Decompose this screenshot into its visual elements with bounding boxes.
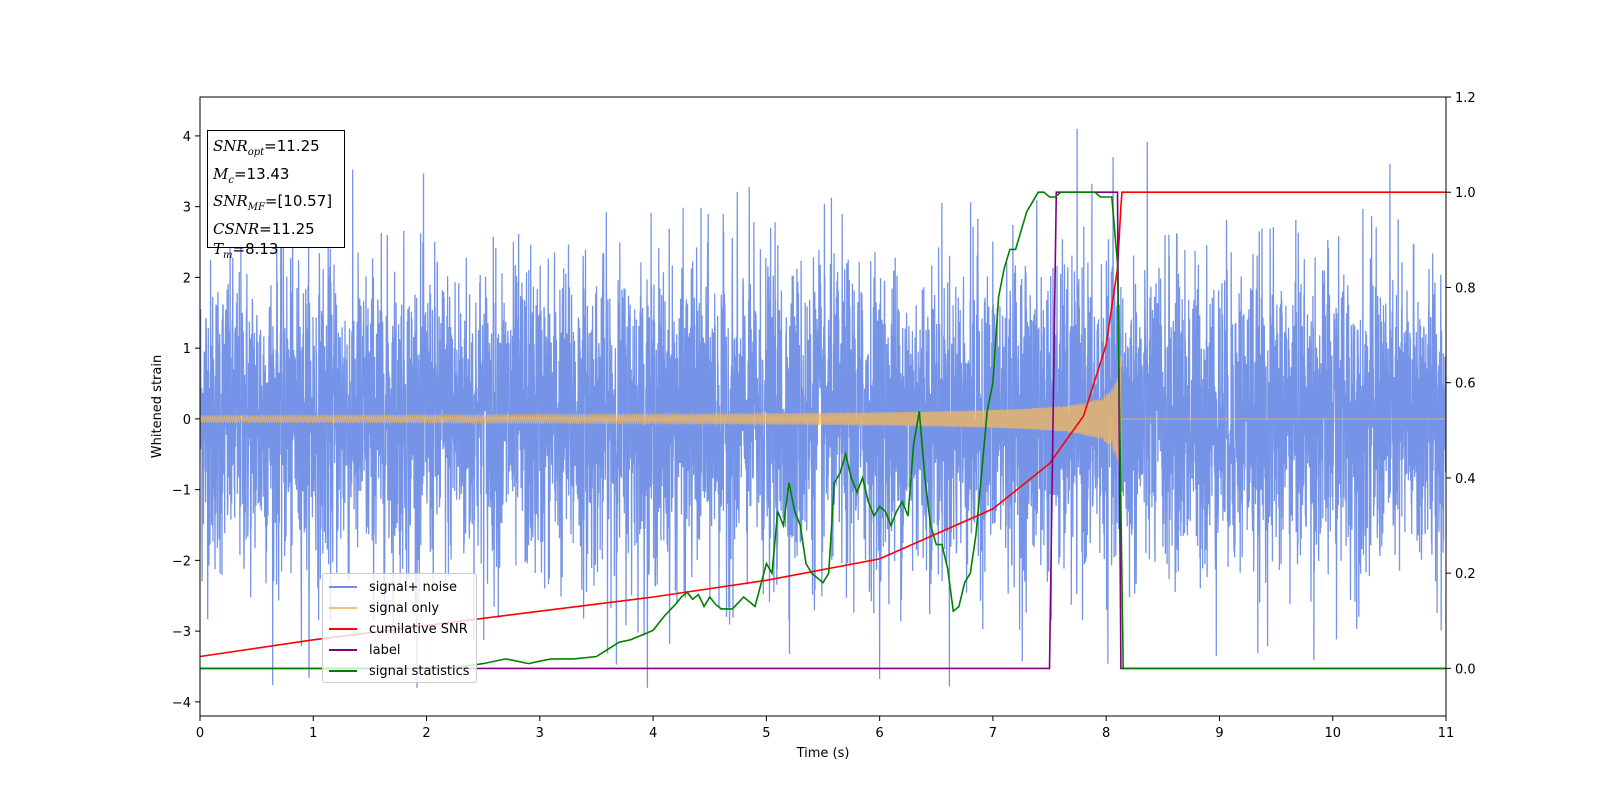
y-tick-label: −3 bbox=[172, 625, 191, 640]
signal-noise-line bbox=[200, 128, 1446, 688]
snr-info-box: SNRopt=11.25 Mc=13.43 SNRMF=[10.57] CSNR… bbox=[207, 130, 345, 261]
legend-swatch-signal-statistics bbox=[329, 670, 357, 672]
axes: 0 1 2 3 4 5 6 7 8 9 10 11 −4 −3 −2 −1 0 1 2 3 4 0.0 0.2 0.4 0.6 0… bbox=[150, 91, 1476, 761]
y-tick-label: 2 bbox=[183, 271, 191, 286]
legend-label: label bbox=[369, 642, 401, 658]
legend-item: signal+ noise bbox=[329, 579, 457, 595]
x-tick-label: 0 bbox=[196, 726, 204, 741]
legend-item: signal only bbox=[329, 600, 439, 616]
csnr-line: CSNR=11.25 bbox=[213, 219, 315, 238]
legend-swatch-label bbox=[329, 649, 357, 651]
y-tick-label: 4 bbox=[183, 130, 191, 145]
y2-tick-label: 0.2 bbox=[1455, 567, 1476, 582]
x-tick-label: 10 bbox=[1324, 726, 1341, 741]
legend-swatch-signal-noise bbox=[329, 586, 357, 588]
x-tick-label: 9 bbox=[1215, 726, 1223, 741]
x-tick-label: 5 bbox=[762, 726, 770, 741]
x-tick-label: 4 bbox=[649, 726, 657, 741]
x-tick-label: 6 bbox=[875, 726, 883, 741]
merger-time-line: Tm=8.13 bbox=[213, 240, 279, 261]
legend-item: signal statistics bbox=[329, 663, 470, 679]
y-tick-label: 1 bbox=[183, 342, 191, 357]
x-tick-label: 7 bbox=[989, 726, 997, 741]
chirp-mass-line: Mc=13.43 bbox=[213, 164, 290, 186]
y-tick-label: 0 bbox=[183, 413, 191, 428]
y2-tick-label: 0.0 bbox=[1455, 662, 1476, 677]
legend-label: signal+ noise bbox=[369, 579, 458, 595]
y-tick-label: −4 bbox=[172, 696, 191, 711]
x-tick-label: 3 bbox=[536, 726, 544, 741]
snr-mf-line: SNRMF=[10.57] bbox=[213, 192, 333, 213]
y2-tick-label: 0.6 bbox=[1455, 377, 1476, 392]
x-tick-label: 2 bbox=[422, 726, 430, 741]
snr-opt-line: SNRopt=11.25 bbox=[213, 137, 320, 158]
y2-tick-label: 1.0 bbox=[1455, 186, 1476, 201]
y-tick-label: 3 bbox=[183, 201, 191, 216]
x-tick-label: 11 bbox=[1438, 726, 1455, 741]
y-tick-label: −2 bbox=[172, 554, 191, 569]
signal-only-line bbox=[200, 356, 1446, 486]
legend-label: signal only bbox=[369, 600, 440, 616]
signal-statistics-line bbox=[200, 191, 1446, 670]
y-tick-label: −1 bbox=[172, 484, 191, 499]
legend-swatch-cumulative-snr bbox=[329, 628, 357, 630]
y2-tick-label: 0.4 bbox=[1455, 472, 1476, 487]
legend-swatch-signal-only bbox=[329, 607, 357, 609]
y2-tick-label: 1.2 bbox=[1455, 91, 1476, 106]
legend-label: cumilative SNR bbox=[369, 621, 468, 637]
label-line bbox=[200, 191, 1446, 670]
plot-frame bbox=[199, 96, 1447, 717]
legend-item: label bbox=[329, 642, 400, 658]
x-axis-label: Time (s) bbox=[796, 746, 850, 761]
y2-tick-label: 0.8 bbox=[1455, 281, 1476, 296]
legend-item: cumilative SNR bbox=[329, 621, 468, 637]
x-tick-label: 8 bbox=[1102, 726, 1110, 741]
x-tick-label: 1 bbox=[309, 726, 317, 741]
legend-label: signal statistics bbox=[369, 663, 470, 679]
y-axis-label: Whitened strain bbox=[150, 355, 165, 458]
chart-legend: signal+ noise signal only cumilative SNR… bbox=[322, 573, 477, 683]
